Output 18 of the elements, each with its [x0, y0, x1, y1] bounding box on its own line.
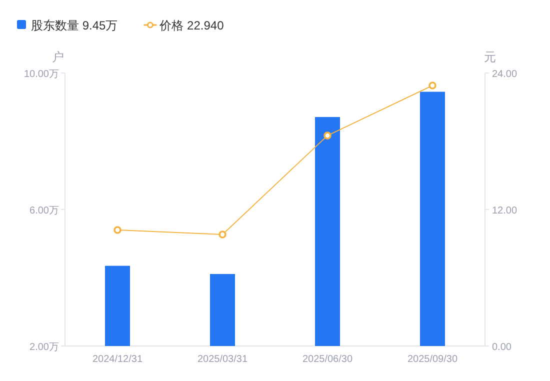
x-tick-label: 2025/09/30: [407, 354, 458, 365]
legend-label: 价格 22.940: [158, 18, 224, 32]
point: [218, 230, 226, 238]
y-tick-label: 2.00万: [30, 342, 59, 353]
x-tick-label: 2025/06/30: [302, 354, 353, 365]
point: [324, 132, 332, 140]
point: [428, 82, 436, 90]
x-tick-label: 2024/12/31: [92, 354, 143, 365]
legend-label: 股东数量 9.45万: [31, 18, 118, 32]
x-tick-label: 2025/03/31: [197, 354, 248, 365]
y2-axis-title: 元: [484, 50, 496, 64]
y2-tick-label: 12.00: [492, 206, 518, 216]
point: [114, 226, 122, 234]
y-axis-title: 户: [52, 50, 64, 64]
y2-tick-label: 0.00: [492, 342, 512, 353]
y-tick-label: 6.00万: [30, 206, 59, 216]
y-tick-label: 10.00万: [24, 69, 59, 80]
y2-tick-label: 24.00: [492, 69, 518, 80]
